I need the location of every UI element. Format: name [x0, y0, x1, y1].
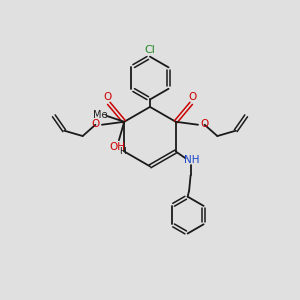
Text: Cl: Cl [145, 45, 155, 55]
Text: Me: Me [93, 110, 107, 120]
Text: OH: OH [110, 142, 125, 152]
Text: O: O [200, 118, 209, 128]
Text: NH: NH [184, 155, 199, 165]
Text: O: O [189, 92, 197, 102]
Text: H: H [119, 147, 126, 156]
Text: O: O [103, 92, 111, 102]
Text: O: O [91, 118, 100, 128]
